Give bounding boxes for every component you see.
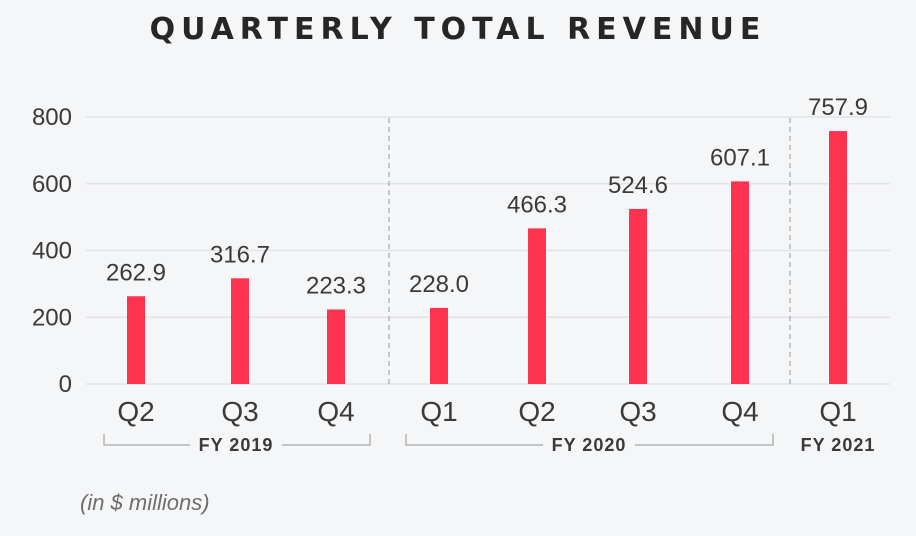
fy-label: FY 2021 (801, 435, 876, 455)
x-tick-label: Q1 (819, 396, 856, 427)
fy-label: FY 2019 (199, 435, 274, 455)
x-tick-label: Q3 (221, 396, 258, 427)
bar (731, 181, 749, 384)
bar (829, 131, 847, 384)
x-tick-label: Q2 (518, 396, 555, 427)
chart-title: QUARTERLY TOTAL REVENUE (149, 12, 767, 47)
x-tick-label: Q3 (619, 396, 656, 427)
data-label: 524.6 (608, 172, 668, 199)
data-label: 223.3 (306, 272, 366, 299)
data-label: 466.3 (507, 191, 567, 218)
bar (629, 208, 647, 384)
x-tick-label: Q4 (317, 396, 354, 427)
bar (528, 228, 546, 384)
x-tick-label: Q1 (420, 396, 457, 427)
bar (127, 296, 145, 384)
data-label: 228.0 (409, 271, 469, 298)
data-label: 607.1 (710, 144, 770, 171)
data-label: 757.9 (808, 94, 868, 121)
data-label: 316.7 (210, 241, 270, 268)
y-tick-label: 0 (59, 371, 72, 398)
y-tick-label: 200 (32, 304, 72, 331)
x-tick-label: Q2 (117, 396, 154, 427)
bar (430, 307, 448, 384)
fy-label-bg (543, 436, 635, 454)
bar (231, 278, 249, 384)
data-label: 262.9 (106, 259, 166, 286)
x-tick-label: Q4 (721, 396, 758, 427)
units-note: (in $ millions) (80, 490, 210, 515)
y-tick-label: 800 (32, 104, 72, 131)
fy-label: FY 2020 (552, 435, 627, 455)
y-tick-label: 600 (32, 171, 72, 198)
fy-label-bg (190, 436, 282, 454)
bar (327, 309, 345, 384)
y-tick-label: 400 (32, 238, 72, 265)
